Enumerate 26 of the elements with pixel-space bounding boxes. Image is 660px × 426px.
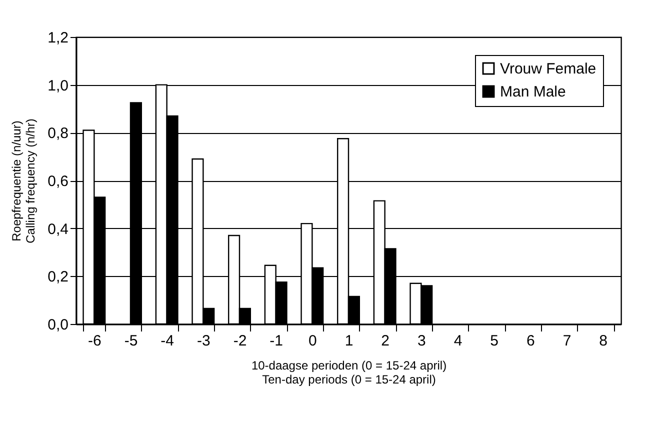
y-tick-label: 0,8 [48, 125, 68, 142]
y-tick-label: 0,0 [48, 316, 68, 334]
legend-label: Man Male [500, 84, 566, 100]
x-tick-label: 2 [381, 332, 390, 350]
y-tick-label: 0,2 [48, 268, 68, 286]
x-axis-title: 10-daagse perioden (0 = 15-24 april) Ten-day periods (0 = 15-24 april) [251, 358, 447, 386]
y-tick-label: 1,0 [48, 77, 68, 94]
x-tick-label: 0 [308, 332, 317, 350]
x-tick-label: -1 [270, 332, 284, 350]
legend-label: Vrouw Female [500, 60, 596, 78]
x-tick-label: -4 [160, 332, 174, 350]
x-tick-label: 8 [599, 332, 608, 350]
y-axis-title: Roepfrequentie (n/uur) Calling frequency (n/hr) [10, 118, 38, 244]
x-tick-label: 4 [454, 332, 462, 350]
x-tick-label: 6 [526, 332, 535, 350]
y-tick-label: 0,6 [48, 173, 68, 190]
x-tick-label: -6 [88, 332, 102, 350]
y-tick-label: 1,2 [48, 30, 68, 46]
x-tick-label: -5 [124, 332, 138, 350]
x-tick-label: 1 [344, 332, 354, 350]
x-tick-label: 7 [562, 332, 572, 350]
y-tick-label: 0,4 [48, 220, 68, 238]
x-tick-label: -3 [196, 332, 210, 350]
x-tick-label: 3 [417, 332, 426, 350]
x-tick-label: -2 [233, 332, 247, 350]
x-tick-label: 5 [490, 332, 499, 350]
